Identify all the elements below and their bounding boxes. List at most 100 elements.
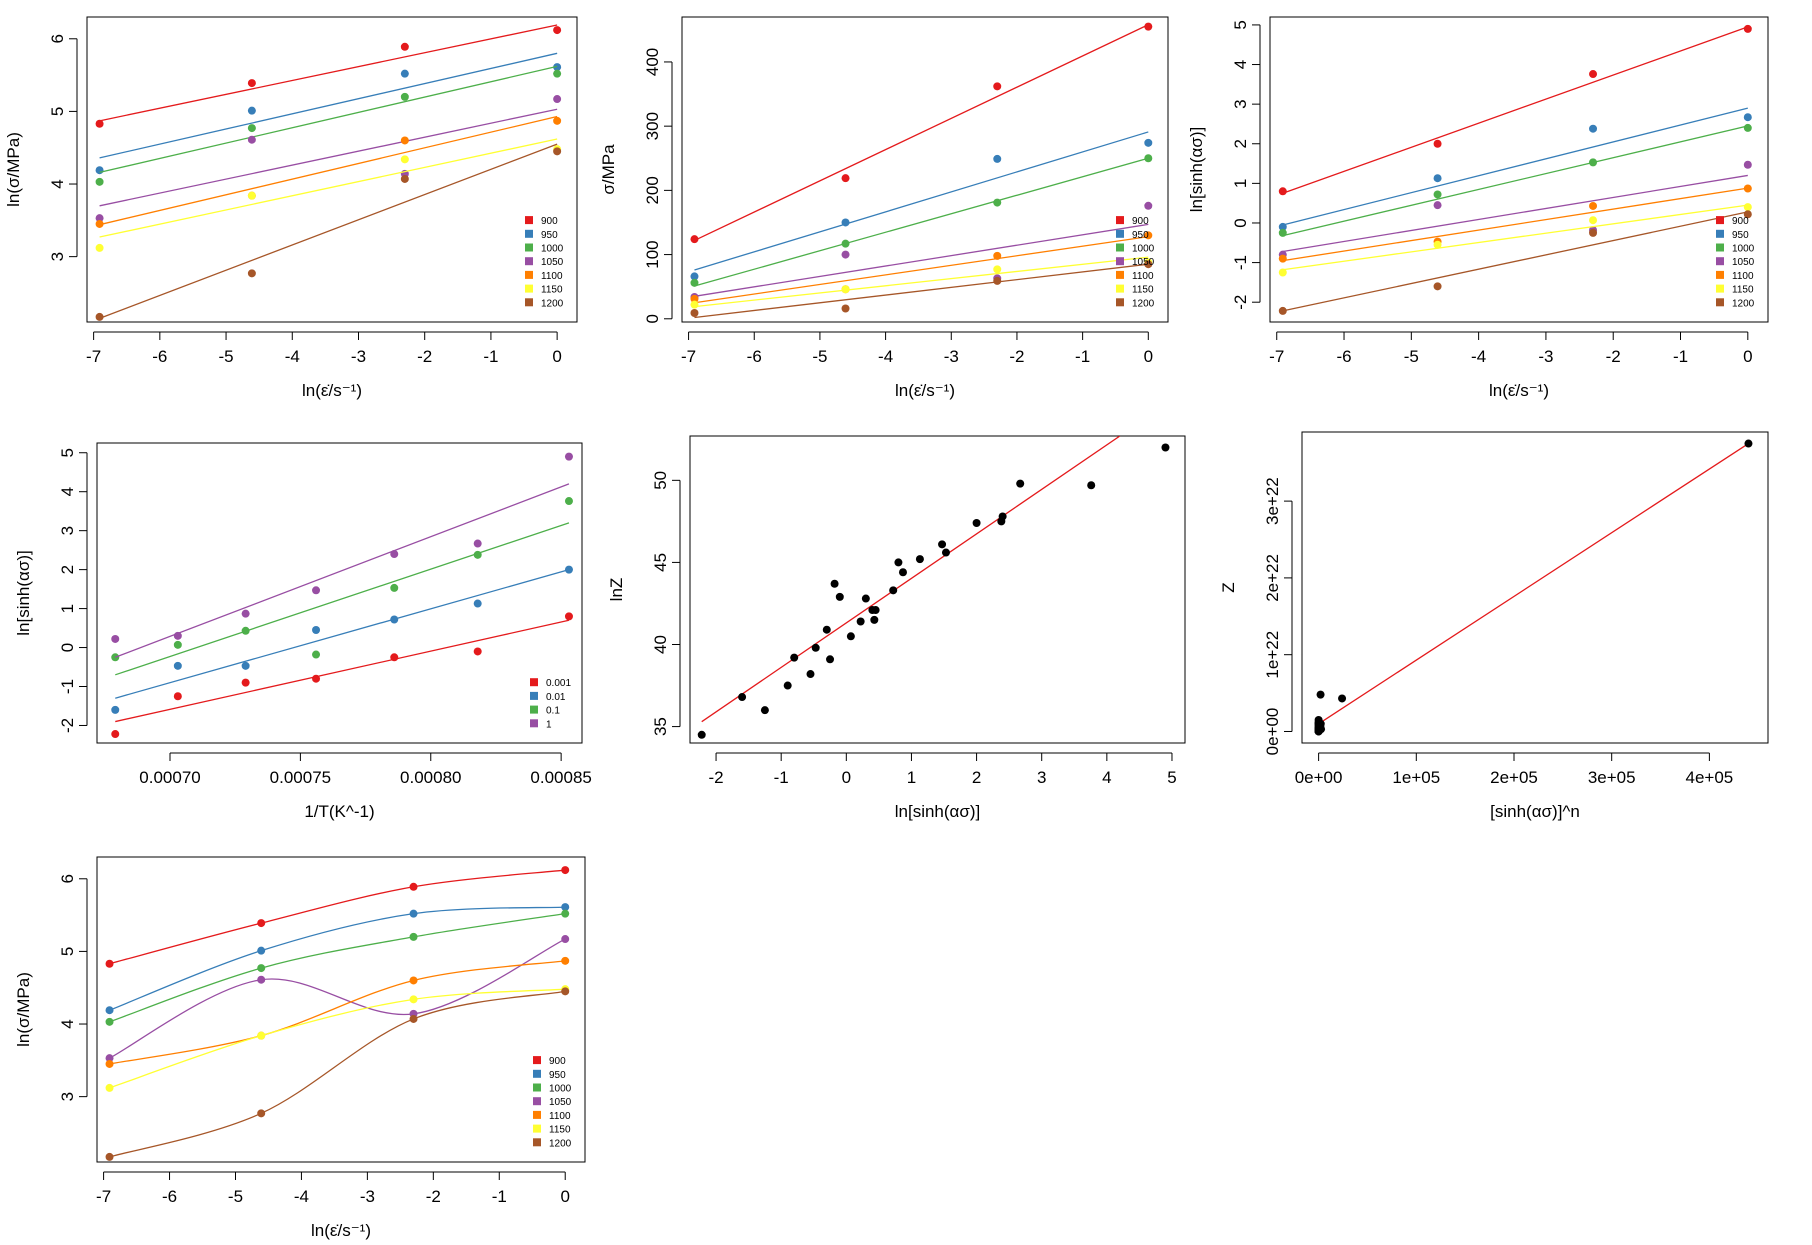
plot-frame: [1301, 431, 1769, 744]
plot-area: [690, 22, 1153, 319]
x-tick-label: -1: [1075, 347, 1090, 366]
y-tick-label: 0: [1231, 218, 1250, 227]
legend-swatch-1000: [1716, 243, 1724, 252]
legend-swatch-1: [530, 719, 538, 728]
data-point: [1743, 160, 1752, 169]
x-tick-label: -1: [483, 347, 498, 366]
x-axis-label: ln[sinh(ασ)]: [895, 802, 981, 821]
data-point: [241, 626, 250, 635]
legend-label-1150: 1150: [1732, 285, 1754, 296]
y-tick-label: -1: [58, 679, 77, 694]
y-tick-label: 3: [1231, 99, 1250, 108]
legend-swatch-1000: [533, 1083, 541, 1092]
data-point: [1743, 113, 1752, 122]
data-point: [553, 26, 562, 35]
legend-label-1150: 1150: [549, 1125, 571, 1136]
legend-swatch-1050: [533, 1097, 541, 1106]
y-axis-label: ln[sinh(ασ)]: [1187, 127, 1206, 213]
legend-swatch-1100: [1716, 270, 1724, 279]
x-tick-label: 0.00080: [400, 768, 461, 787]
data-point: [561, 935, 570, 944]
y-tick-label: 5: [58, 448, 77, 457]
x-tick-label: 5: [1167, 768, 1176, 787]
y-tick-label: 0e+00: [1263, 708, 1282, 756]
legend-swatch-1050: [1116, 257, 1124, 266]
series-1050: [1278, 160, 1752, 259]
legend: 900 950 1000 1050 1100 1150 1200: [533, 1056, 572, 1149]
data-point: [898, 568, 907, 577]
series-1150: [1278, 203, 1752, 277]
y-axis-label: ln(σ/MPa): [14, 972, 33, 1047]
legend-label-900: 900: [1132, 216, 1149, 227]
data-point: [1144, 138, 1153, 147]
legend-label-1100: 1100: [549, 1111, 571, 1122]
data-point: [861, 594, 870, 603]
x-tick-label: -7: [1269, 347, 1284, 366]
data-point: [1087, 481, 1096, 490]
y-tick-label: 300: [643, 112, 662, 140]
data-point: [409, 1014, 418, 1023]
fit-line: [701, 436, 1121, 723]
legend-swatch-1150: [1716, 284, 1724, 293]
x-tick-label: -5: [218, 347, 233, 366]
x-tick-label: -6: [162, 1187, 177, 1206]
legend-label-1050: 1050: [541, 257, 564, 268]
data-point: [1278, 254, 1287, 263]
data-point: [1161, 443, 1170, 452]
data-point: [993, 82, 1002, 91]
fit-line: [99, 65, 558, 174]
x-axis: -7 -6 -5 -4 -3 -2 -1 0 ln(ε̇/s⁻¹): [1269, 331, 1753, 400]
y-tick-label: 4: [1231, 60, 1250, 69]
data-point: [564, 612, 573, 621]
legend-label-1050: 1050: [1132, 257, 1155, 268]
y-tick-label: 0: [643, 314, 662, 323]
series-curve: [109, 906, 566, 1011]
series-1050: [690, 201, 1153, 301]
y-axis: -2 -1 0 1 2 3 4 5 ln[sinh(ασ)]: [1187, 20, 1261, 310]
data-point: [1589, 228, 1598, 237]
legend-swatch-1200: [1716, 298, 1724, 307]
legend-swatch-950: [533, 1069, 541, 1078]
plot-area: [111, 452, 573, 739]
fit-line: [694, 263, 1149, 319]
data-point: [241, 661, 250, 670]
y-axis: 3 4 5 6 ln(σ/MPa): [14, 874, 88, 1101]
data-point: [690, 272, 699, 281]
x-axis-label: [sinh(ασ)]^n: [1490, 802, 1580, 821]
data-point: [993, 251, 1002, 260]
x-tick-label: -7: [96, 1187, 111, 1206]
data-point: [561, 903, 570, 912]
legend-label-1100: 1100: [1732, 271, 1754, 282]
y-axis-label: ln(σ/MPa): [4, 132, 23, 207]
legend-label-1050: 1050: [549, 1097, 572, 1108]
x-tick-label: -4: [878, 347, 893, 366]
data-point: [783, 681, 792, 690]
data-point: [553, 63, 562, 72]
x-axis-label: ln(ε̇/s⁻¹): [302, 381, 362, 400]
y-tick-label: 0: [58, 643, 77, 652]
data-point: [938, 540, 947, 549]
legend: 900 950 1000 1050 1100 1150 1200: [525, 216, 564, 309]
data-point: [95, 219, 104, 228]
y-tick-label: 4: [58, 1019, 77, 1028]
x-tick-label: -2: [1009, 347, 1024, 366]
data-point: [690, 235, 699, 244]
x-tick-label: -5: [228, 1187, 243, 1206]
legend: 0.001 0.01 0.1 1: [530, 678, 571, 730]
data-point: [690, 300, 699, 309]
fit-line: [1282, 204, 1748, 271]
data-point: [1278, 268, 1287, 277]
data-point: [841, 250, 850, 259]
legend-swatch-900: [533, 1056, 541, 1065]
data-point: [400, 92, 409, 101]
legend-label-950: 950: [549, 1070, 566, 1081]
x-axis-label: 1/T(K^-1): [304, 802, 374, 821]
data-point: [390, 653, 399, 662]
data-point: [811, 643, 820, 652]
series-900: [105, 866, 570, 968]
y-tick-label: 6: [48, 34, 67, 43]
y-tick-label: 3: [58, 526, 77, 535]
data-point: [553, 69, 562, 78]
y-tick-label: 2e+22: [1263, 554, 1282, 602]
x-tick-label: 0: [552, 347, 561, 366]
